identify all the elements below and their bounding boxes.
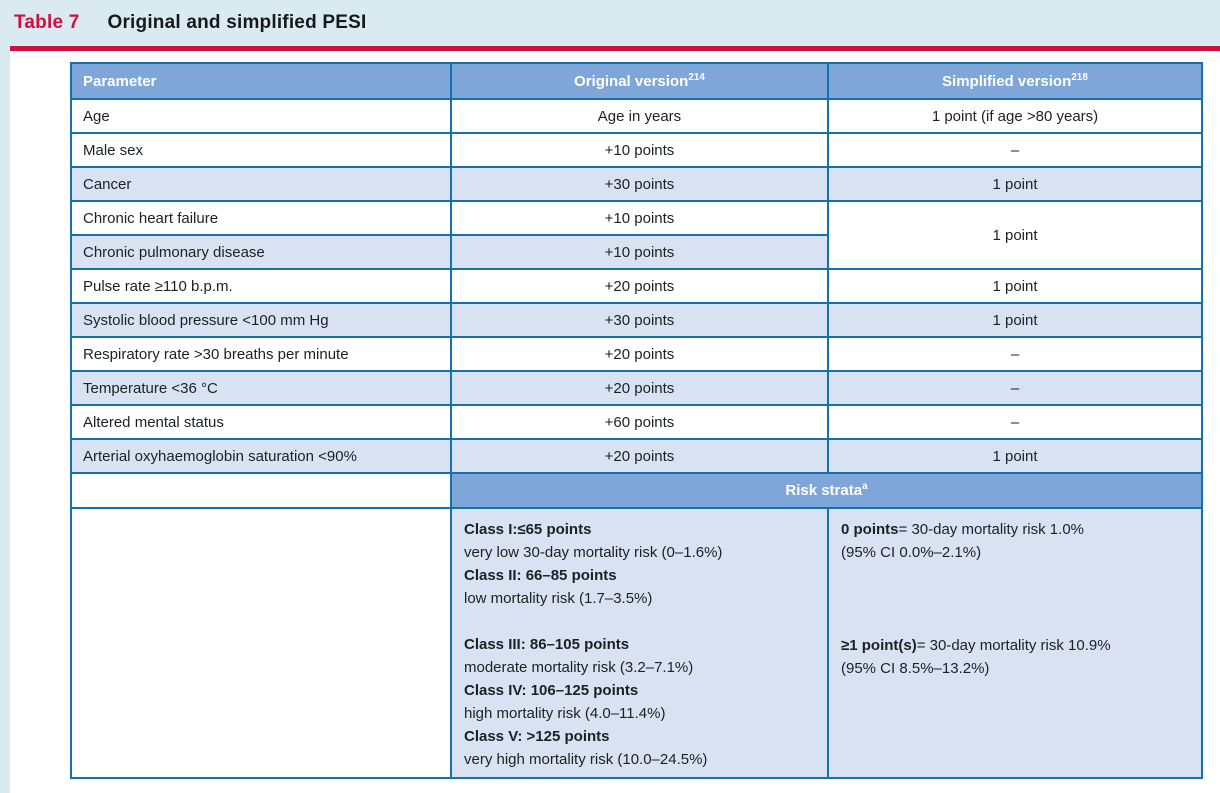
table-row: Cancer +30 points 1 point bbox=[70, 166, 1203, 202]
table-row: Systolic blood pressure <100 mm Hg +30 p… bbox=[70, 302, 1203, 338]
strata-ci-line: (95% CI 0.0%–2.1%) bbox=[841, 544, 982, 561]
original-cell: +20 points bbox=[450, 370, 829, 406]
parameter-cell: Chronic heart failure bbox=[70, 200, 452, 236]
parameter-cell: Cancer bbox=[70, 166, 452, 202]
left-margin-strip bbox=[0, 0, 10, 793]
caption-divider-rule bbox=[10, 46, 1220, 51]
class-line: very high mortality risk (10.0–24.5%) bbox=[464, 751, 708, 768]
table-row: Respiratory rate >30 breaths per minute … bbox=[70, 336, 1203, 372]
risk-strata-row: Risk strataa bbox=[70, 472, 1203, 509]
class-line: high mortality risk (4.0–11.4%) bbox=[464, 705, 666, 722]
class-line: very low 30-day mortality risk (0–1.6%) bbox=[464, 544, 723, 561]
parameter-cell: Age bbox=[70, 98, 452, 134]
header-row: Parameter Original version214 Simplified… bbox=[70, 62, 1203, 100]
class-line: Class IV: 106–125 points bbox=[464, 682, 639, 699]
table-row: Altered mental status +60 points – bbox=[70, 404, 1203, 440]
parameter-cell: Male sex bbox=[70, 132, 452, 168]
table-caption-band: Table 7 Original and simplified PESI bbox=[0, 0, 1220, 46]
risk-strata-banner: Risk strataa bbox=[450, 472, 1203, 509]
column-header-original-version: Original version214 bbox=[450, 62, 829, 100]
class-line: Class III: 86–105 points bbox=[464, 636, 630, 653]
original-cell: +10 points bbox=[450, 132, 829, 168]
original-cell: +30 points bbox=[450, 166, 829, 202]
table-row: Male sex +10 points – bbox=[70, 132, 1203, 168]
class-line: Class II: 66–85 points bbox=[464, 567, 617, 584]
class-line: low mortality risk (1.7–3.5%) bbox=[464, 590, 653, 607]
class-line: Class V: >125 points bbox=[464, 728, 610, 745]
simplified-cell: – bbox=[827, 404, 1203, 440]
parameter-cell: Respiratory rate >30 breaths per minute bbox=[70, 336, 452, 372]
empty-cell bbox=[70, 472, 452, 509]
strata-line: ≥1 point(s)= 30-day mortality risk 10.9% bbox=[841, 637, 1111, 654]
table-number: Table 7 bbox=[14, 12, 80, 33]
simplified-cell: 1 point bbox=[827, 166, 1203, 202]
simplified-risk-strata-text: 0 points= 30-day mortality risk 1.0% (95… bbox=[830, 510, 1200, 680]
line-spacer bbox=[464, 610, 815, 633]
class-line: Class I:≤65 points bbox=[464, 521, 592, 538]
table-row: Temperature <36 °C +20 points – bbox=[70, 370, 1203, 406]
original-cell: +20 points bbox=[450, 438, 829, 474]
simplified-risk-strata-cell: 0 points= 30-day mortality risk 1.0% (95… bbox=[827, 507, 1203, 779]
pesi-table: Parameter Original version214 Simplified… bbox=[70, 62, 1203, 779]
table-row: Pulse rate ≥110 b.p.m. +20 points 1 poin… bbox=[70, 268, 1203, 304]
column-header-simplified-version: Simplified version218 bbox=[827, 62, 1203, 100]
original-cell: +10 points bbox=[450, 234, 829, 270]
strata-line: 0 points= 30-day mortality risk 1.0% bbox=[841, 521, 1085, 538]
reference-superscript: 218 bbox=[1071, 71, 1088, 83]
simplified-cell: 1 point bbox=[827, 268, 1203, 304]
table-row: Chronic pulmonary disease +10 points bbox=[70, 234, 1202, 270]
strata-block: ≥1 point(s)= 30-day mortality risk 10.9%… bbox=[841, 634, 1189, 680]
simplified-cell: 1 point bbox=[827, 438, 1203, 474]
strata-block: 0 points= 30-day mortality risk 1.0% (95… bbox=[841, 518, 1189, 564]
original-cell: +60 points bbox=[450, 404, 829, 440]
table-title: Original and simplified PESI bbox=[107, 12, 367, 33]
simplified-cell: – bbox=[827, 132, 1203, 168]
parameter-cell: Altered mental status bbox=[70, 404, 452, 440]
risk-classes-row: Class I:≤65 points very low 30-day morta… bbox=[70, 507, 1203, 779]
simplified-cell: – bbox=[827, 370, 1203, 406]
table-row: Age Age in years 1 point (if age >80 yea… bbox=[70, 98, 1203, 134]
footnote-superscript: a bbox=[862, 481, 868, 492]
simplified-cell: – bbox=[827, 336, 1203, 372]
strata-ci-line: (95% CI 8.5%–13.2%) bbox=[841, 660, 990, 677]
original-cell: +20 points bbox=[450, 268, 829, 304]
parameter-cell: Arterial oxyhaemoglobin saturation <90% bbox=[70, 438, 452, 474]
simplified-cell-merged: 1 point bbox=[827, 200, 1203, 270]
original-cell: +20 points bbox=[450, 336, 829, 372]
parameter-cell: Chronic pulmonary disease bbox=[70, 234, 452, 270]
simplified-cell: 1 point (if age >80 years) bbox=[827, 98, 1203, 134]
parameter-cell: Temperature <36 °C bbox=[70, 370, 452, 406]
original-cell: Age in years bbox=[450, 98, 829, 134]
parameter-cell: Pulse rate ≥110 b.p.m. bbox=[70, 268, 452, 304]
empty-cell bbox=[70, 507, 452, 779]
class-line: moderate mortality risk (3.2–7.1%) bbox=[464, 659, 694, 676]
original-risk-classes-cell: Class I:≤65 points very low 30-day morta… bbox=[450, 507, 829, 779]
simplified-cell: 1 point bbox=[827, 302, 1203, 338]
reference-superscript: 214 bbox=[688, 71, 705, 83]
column-header-parameter: Parameter bbox=[70, 62, 452, 100]
table-row: Chronic heart failure +10 points 1 point bbox=[70, 200, 1203, 270]
original-cell: +30 points bbox=[450, 302, 829, 338]
parameter-cell: Systolic blood pressure <100 mm Hg bbox=[70, 302, 452, 338]
original-cell: +10 points bbox=[450, 200, 829, 236]
original-risk-classes-text: Class I:≤65 points very low 30-day morta… bbox=[453, 510, 826, 771]
table-row: Arterial oxyhaemoglobin saturation <90% … bbox=[70, 438, 1203, 474]
